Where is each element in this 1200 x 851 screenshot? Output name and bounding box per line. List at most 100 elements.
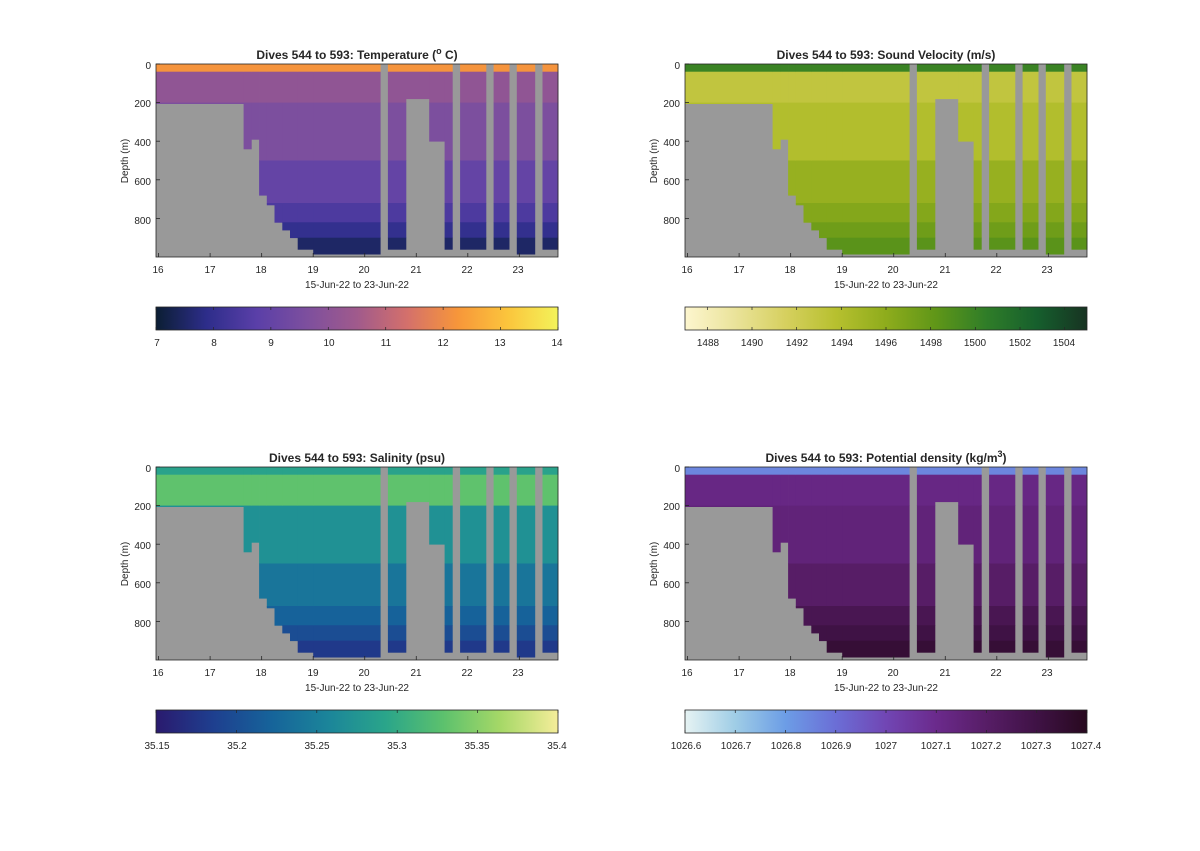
colorbar-tick-label: 1027	[875, 741, 898, 752]
colorbar-tick-label: 7	[154, 338, 160, 349]
heatmap-cell	[989, 160, 1016, 204]
potential-density-axes-frame	[684, 466, 1088, 661]
colorbar-tick-label: 9	[268, 338, 274, 349]
x-tick-label: 16	[681, 265, 693, 276]
salinity-y-ticks: 0 200 400 600 800	[134, 464, 151, 630]
heatmap-cell	[1022, 505, 1039, 564]
colorbar-tick-label: 1026.6	[671, 741, 702, 752]
y-tick-label: 400	[134, 541, 151, 552]
heatmap-cell	[313, 625, 381, 642]
x-tick-label: 22	[461, 668, 473, 679]
salinity-panel: Dives 544 to 593: Salinity (psu) 0 200 4…	[120, 451, 567, 752]
y-tick-label: 800	[663, 619, 680, 630]
heatmap-cell	[290, 203, 299, 223]
heatmap-cell	[460, 505, 487, 564]
temperature-title: Dives 544 to 593: Temperature (o C)	[256, 46, 457, 62]
heatmap-cell	[989, 563, 1016, 607]
heatmap-cell	[313, 467, 381, 476]
heatmap-cell	[297, 203, 314, 223]
heatmap-cell	[156, 505, 244, 507]
heatmap-cell	[958, 102, 975, 142]
heatmap-cell	[542, 203, 559, 223]
heatmap-cell	[444, 474, 453, 506]
heatmap-cell	[973, 563, 982, 607]
x-tick-label: 17	[204, 265, 216, 276]
temperature-axes-frame	[155, 63, 559, 258]
y-tick-label: 0	[145, 464, 151, 475]
heatmap-cell	[935, 467, 959, 476]
heatmap-cell	[1071, 505, 1088, 564]
heatmap-cell	[1045, 467, 1065, 476]
colorbar-tick-label: 1504	[1053, 338, 1076, 349]
heatmap-cell	[460, 160, 487, 204]
x-tick-label: 21	[939, 668, 951, 679]
heatmap-cell	[290, 160, 299, 204]
heatmap-cell	[542, 505, 559, 564]
heatmap-cell	[1071, 160, 1088, 204]
heatmap-cell	[780, 102, 789, 140]
heatmap-cell	[297, 102, 314, 161]
heatmap-cell	[819, 606, 828, 626]
heatmap-cell	[973, 222, 982, 239]
colorbar-tick-label: 35.15	[144, 741, 169, 752]
heatmap-cell	[259, 563, 268, 599]
heatmap-cell	[780, 64, 789, 73]
heatmap-cell	[788, 64, 797, 73]
heatmap-cell	[444, 64, 453, 73]
heatmap-cell	[842, 102, 910, 161]
heatmap-cell	[842, 563, 910, 607]
potential-density-title: Dives 544 to 593: Potential density (kg/…	[765, 449, 1006, 465]
heatmap-cell	[274, 474, 283, 506]
heatmap-cell	[819, 505, 828, 564]
heatmap-cell	[842, 505, 910, 564]
temperature-plot-area	[155, 63, 559, 258]
heatmap-cell	[973, 203, 982, 223]
y-tick-label: 800	[663, 216, 680, 227]
heatmap-cell	[290, 474, 299, 506]
heatmap-cell	[406, 71, 430, 100]
potential-density-plot-area	[684, 466, 1088, 661]
heatmap-cell	[493, 625, 510, 642]
heatmap-cell	[460, 237, 487, 250]
heatmap-cell	[1045, 505, 1065, 564]
heatmap-cell	[387, 237, 407, 250]
heatmap-cell	[989, 222, 1016, 239]
heatmap-cell	[387, 71, 407, 103]
heatmap-cell	[989, 71, 1016, 103]
heatmap-cell	[429, 467, 446, 476]
heatmap-cell	[493, 64, 510, 73]
heatmap-cell	[916, 505, 936, 564]
heatmap-cell	[826, 606, 843, 626]
heatmap-cell	[406, 64, 430, 73]
heatmap-cell	[916, 606, 936, 626]
heatmap-cell	[788, 160, 797, 196]
heatmap-cell	[282, 606, 291, 626]
heatmap-cell	[444, 505, 453, 564]
y-tick-label: 200	[663, 502, 680, 513]
heatmap-cell	[811, 505, 820, 564]
heatmap-cell	[313, 160, 381, 204]
heatmap-cell	[429, 64, 446, 73]
colorbar-tick-label: 12	[437, 338, 449, 349]
heatmap-cell	[274, 160, 283, 204]
x-tick-label: 17	[733, 265, 745, 276]
x-tick-label: 19	[836, 265, 848, 276]
sound-velocity-colorbar-gradient	[684, 306, 1088, 331]
heatmap-cell	[1022, 64, 1039, 73]
heatmap-cell	[243, 102, 252, 150]
heatmap-cell	[973, 640, 982, 653]
potential-density-y-ticks: 0 200 400 600 800	[663, 464, 680, 630]
heatmap-cell	[297, 64, 314, 73]
heatmap-cell	[460, 64, 487, 73]
heatmap-cell	[387, 64, 407, 73]
heatmap-cell	[282, 505, 291, 564]
heatmap-cell	[826, 222, 843, 239]
heatmap-cell	[282, 71, 291, 103]
heatmap-cell	[935, 474, 959, 503]
heatmap-cell	[493, 467, 510, 476]
heatmap-cell	[516, 625, 536, 642]
salinity-colorbar-ticks: 35.15 35.2 35.25 35.3 35.35 35.4	[144, 741, 567, 752]
heatmap-cell	[282, 474, 291, 506]
heatmap-cell	[282, 203, 291, 223]
heatmap-cell	[259, 160, 268, 196]
